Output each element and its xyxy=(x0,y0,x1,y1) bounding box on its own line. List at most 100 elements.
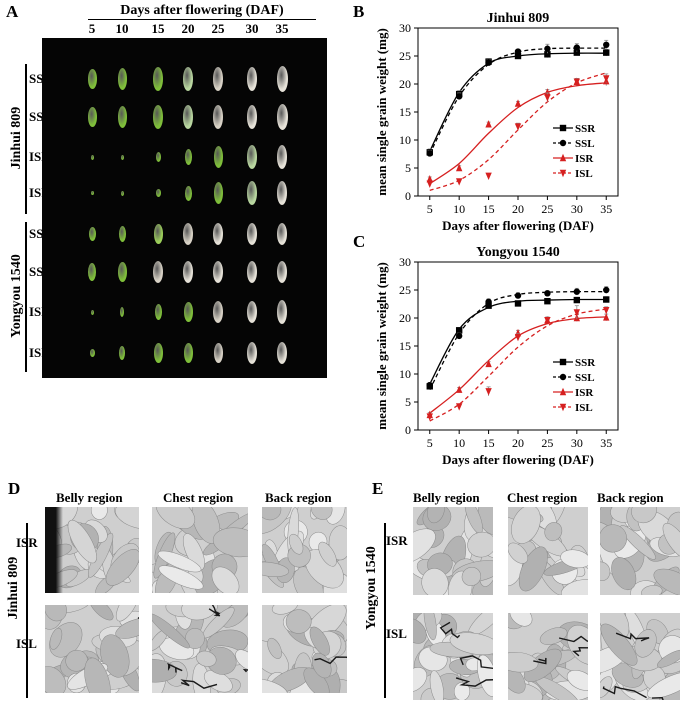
point-ssr-20 xyxy=(514,300,522,307)
grain-isl-10 xyxy=(120,154,124,160)
panelD-col-back: Back region xyxy=(265,490,332,505)
chart-title: Jinhui 809 xyxy=(487,11,550,26)
grain-ssl-20 xyxy=(183,223,193,245)
panelE-row-isr: ISR xyxy=(386,533,408,548)
x-axis-label: Days after flowering (DAF) xyxy=(442,218,594,233)
day-label-35: 35 xyxy=(275,21,289,36)
point-isl-35 xyxy=(603,75,610,83)
point-isl-25 xyxy=(544,94,551,102)
y-tick-label: 15 xyxy=(399,339,411,353)
point-ssr-15 xyxy=(485,302,492,309)
point-ssr-20 xyxy=(514,52,522,60)
panelE-col-belly: Belly region xyxy=(413,490,480,505)
point-ssl-25 xyxy=(544,45,551,52)
panel-letter-c: C xyxy=(353,232,366,251)
grain-ssr-30 xyxy=(247,261,257,283)
grain-ssl-35 xyxy=(276,66,288,92)
grain-ssl-10 xyxy=(117,68,127,90)
sem-yongyou-isl-2 xyxy=(600,613,680,700)
grain-ssl-35 xyxy=(277,223,287,245)
x-tick-label: 10 xyxy=(453,436,465,450)
x-tick-label: 20 xyxy=(512,436,524,450)
x-tick-label: 10 xyxy=(453,202,465,216)
panelE-cultivar: Yongyou 1540 xyxy=(364,546,379,630)
y-tick-label: 25 xyxy=(399,49,411,63)
panelA-header-underline xyxy=(88,19,316,20)
grain-ssr-25 xyxy=(213,105,223,129)
sem-yongyou-isl-0 xyxy=(413,613,493,700)
y-tick-label: 5 xyxy=(405,161,411,175)
point-isl-10 xyxy=(455,403,463,411)
sem-jinhui-isl-0 xyxy=(45,605,139,693)
sem-jinhui-isl-2 xyxy=(262,605,347,693)
legend-label-ssr: SSR xyxy=(575,123,596,135)
sem-yongyou-isl-1 xyxy=(508,613,588,700)
day-label-20: 20 xyxy=(181,21,195,36)
grain-isr-10 xyxy=(120,190,124,196)
point-isr-25 xyxy=(544,88,551,96)
panelE-bracket xyxy=(384,523,386,698)
grain-isl-5 xyxy=(90,154,94,160)
grain-ssl-5 xyxy=(87,69,97,89)
legend-marker-ssr xyxy=(559,124,567,132)
grain-ssl-15 xyxy=(153,224,163,244)
point-ssl-5 xyxy=(426,150,433,157)
day-label-15: 15 xyxy=(151,21,165,36)
grain-isl-35 xyxy=(277,300,287,324)
legend-label-ssl: SSL xyxy=(575,138,595,150)
legend-marker-ssl xyxy=(559,139,567,147)
legend-marker-ssl xyxy=(559,373,567,381)
sem-dark-edge xyxy=(45,507,63,593)
panelE-col-back: Back region xyxy=(597,490,664,505)
sem-jinhui-isr-1 xyxy=(152,507,248,593)
point-ssl-10 xyxy=(455,332,463,340)
x-tick-label: 35 xyxy=(600,202,612,216)
panel-letter-d: D xyxy=(8,479,21,498)
grain-ssl-25 xyxy=(213,223,223,245)
grain-isr-30 xyxy=(247,342,257,364)
point-ssl-25 xyxy=(544,290,551,297)
point-isr-35 xyxy=(603,313,610,321)
grain-ssl-15 xyxy=(153,67,163,91)
point-ssl-30 xyxy=(573,288,581,295)
point-ssr-10 xyxy=(455,327,463,334)
x-tick-label: 15 xyxy=(483,202,495,216)
point-ssl-15 xyxy=(485,59,492,66)
grain-isr-25 xyxy=(213,182,223,204)
legend-marker-isl xyxy=(559,169,567,178)
point-isl-20 xyxy=(514,123,522,131)
day-label-10: 10 xyxy=(115,21,129,36)
point-ssl-35 xyxy=(603,286,610,294)
grain-isl-25 xyxy=(213,146,223,168)
point-isr-10 xyxy=(455,385,463,393)
grain-ssl-25 xyxy=(213,67,223,91)
point-ssl-15 xyxy=(485,298,492,305)
legend-marker-isr xyxy=(559,153,567,162)
y-tick-label: 20 xyxy=(399,311,411,325)
grain-isr-35 xyxy=(277,181,287,205)
grain-isr-20 xyxy=(184,185,192,201)
panelA-cultivar-jinhui: Jinhui 809 xyxy=(9,106,24,170)
x-tick-label: 35 xyxy=(600,436,612,450)
point-isr-15 xyxy=(485,120,492,128)
grain-ssr-20 xyxy=(183,261,193,283)
grain-ssr-20 xyxy=(183,105,193,129)
x-tick-label: 5 xyxy=(427,202,433,216)
point-ssl-5 xyxy=(426,382,433,389)
grain-ssr-5 xyxy=(88,263,96,281)
grain-ssr-15 xyxy=(153,105,163,129)
sem-yongyou-isr-2 xyxy=(600,507,680,595)
grain-isl-15 xyxy=(155,152,161,162)
legend-label-ssr: SSR xyxy=(575,357,596,369)
day-label-30: 30 xyxy=(245,21,259,36)
grain-isl-15 xyxy=(154,304,162,320)
point-ssl-30 xyxy=(573,44,581,51)
grain-photo-grid xyxy=(42,38,327,378)
y-tick-label: 0 xyxy=(405,423,411,437)
grain-ssr-35 xyxy=(277,261,287,283)
point-isl-30 xyxy=(573,78,581,86)
x-tick-label: 15 xyxy=(483,436,495,450)
x-axis-label: Days after flowering (DAF) xyxy=(442,452,594,467)
grain-isr-20 xyxy=(183,343,193,363)
grain-isl-20 xyxy=(183,302,193,322)
